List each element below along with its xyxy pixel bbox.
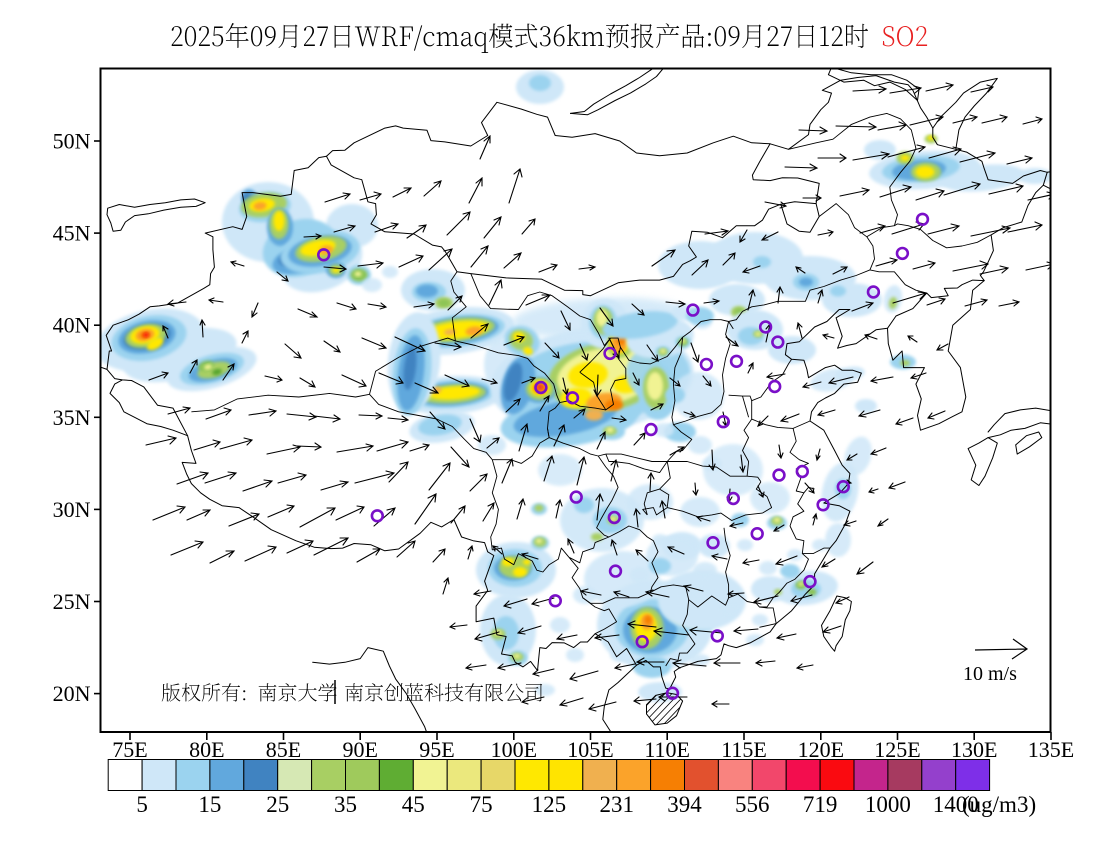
svg-text:85E: 85E bbox=[266, 737, 301, 762]
svg-text:394: 394 bbox=[667, 792, 702, 817]
svg-text:1400: 1400 bbox=[933, 792, 979, 817]
svg-text:125E: 125E bbox=[874, 737, 920, 762]
svg-text:90E: 90E bbox=[342, 737, 377, 762]
svg-text:50N: 50N bbox=[53, 129, 91, 154]
svg-text:30N: 30N bbox=[53, 497, 91, 522]
svg-text:15: 15 bbox=[198, 792, 221, 817]
svg-text:95E: 95E bbox=[419, 737, 454, 762]
svg-text:719: 719 bbox=[803, 792, 838, 817]
svg-text:100E: 100E bbox=[491, 737, 537, 762]
svg-text:110E: 110E bbox=[644, 737, 690, 762]
svg-text:115E: 115E bbox=[721, 737, 767, 762]
svg-text:135E: 135E bbox=[1028, 737, 1074, 762]
svg-text:125: 125 bbox=[532, 792, 567, 817]
svg-text:45: 45 bbox=[402, 792, 425, 817]
svg-text:75: 75 bbox=[470, 792, 493, 817]
svg-text:25: 25 bbox=[266, 792, 289, 817]
svg-text:231: 231 bbox=[599, 792, 634, 817]
svg-text:120E: 120E bbox=[798, 737, 844, 762]
svg-text:25N: 25N bbox=[53, 589, 91, 614]
svg-text:35N: 35N bbox=[53, 405, 91, 430]
svg-text:10 m/s: 10 m/s bbox=[963, 663, 1017, 685]
svg-text:(ug/m3): (ug/m3) bbox=[962, 792, 1036, 817]
svg-text:40N: 40N bbox=[53, 313, 91, 338]
svg-text:130E: 130E bbox=[951, 737, 997, 762]
svg-text:1000: 1000 bbox=[865, 792, 911, 817]
svg-text:5: 5 bbox=[136, 792, 148, 817]
svg-text:20N: 20N bbox=[53, 681, 91, 706]
svg-text:80E: 80E bbox=[189, 737, 224, 762]
svg-text:105E: 105E bbox=[567, 737, 613, 762]
svg-text:35: 35 bbox=[334, 792, 357, 817]
svg-text:556: 556 bbox=[735, 792, 770, 817]
svg-text:45N: 45N bbox=[53, 221, 91, 246]
svg-text:75E: 75E bbox=[112, 737, 147, 762]
